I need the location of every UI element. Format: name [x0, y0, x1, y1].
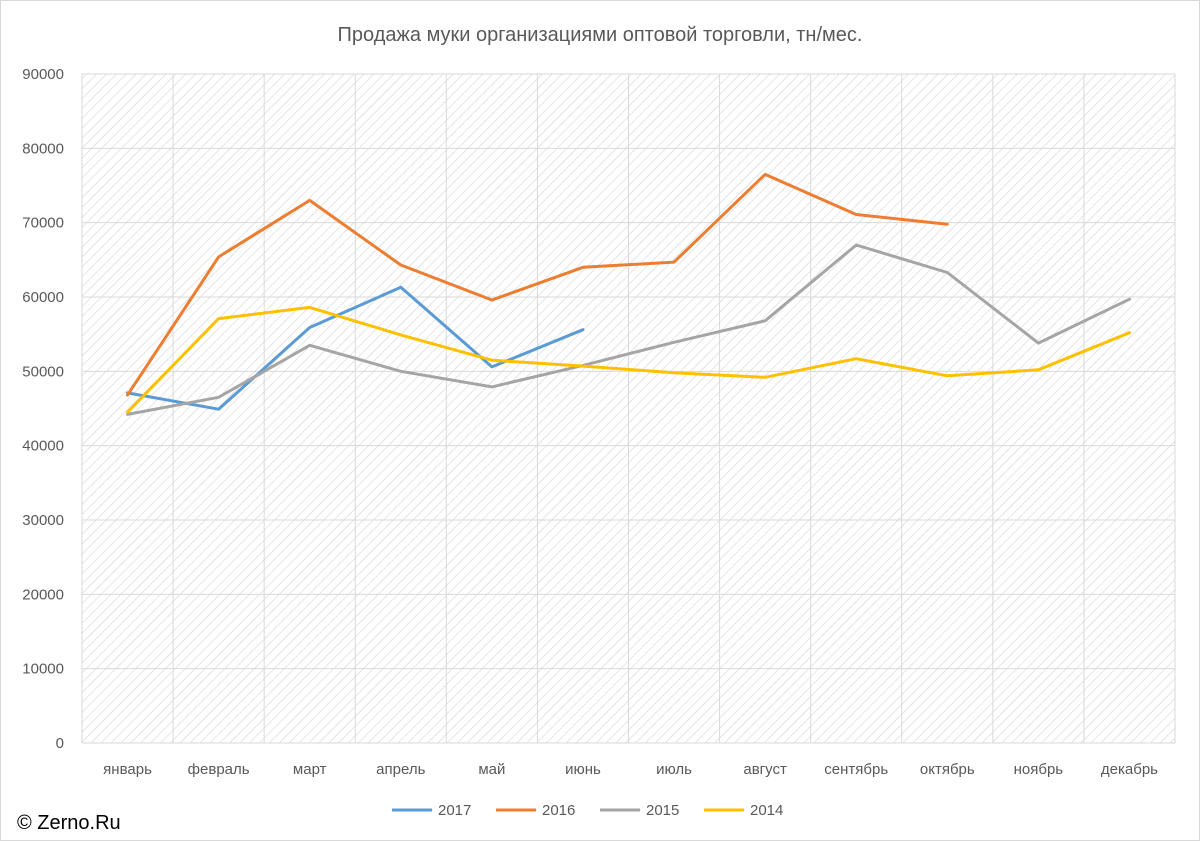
x-tick-label: ноябрь [1014, 761, 1064, 778]
y-tick-label: 10000 [22, 661, 64, 678]
y-tick-label: 30000 [22, 512, 64, 529]
y-tick-label: 60000 [22, 289, 64, 306]
gridlines [81, 73, 1176, 744]
x-tick-label: август [743, 761, 787, 778]
y-tick-label: 80000 [22, 140, 64, 157]
y-tick-label: 70000 [22, 215, 64, 232]
x-tick-label: май [478, 761, 505, 778]
legend-label-2017: 2017 [438, 802, 471, 819]
legend-label-2016: 2016 [542, 802, 575, 819]
legend: 2017 2016 2015 2014 [392, 802, 783, 819]
x-tick-label: апрель [376, 761, 425, 778]
x-axis: январь февраль март апрель май июнь июль август… [103, 761, 1158, 778]
y-tick-label: 20000 [22, 586, 64, 603]
legend-label-2014: 2014 [750, 802, 783, 819]
x-tick-label: март [293, 761, 327, 778]
series-line-2016 [126, 172, 949, 397]
x-tick-label: июнь [565, 761, 601, 778]
series-line-2014 [126, 305, 1131, 414]
y-axis: 0 10000 20000 30000 40000 50000 60000 70000 8000… [22, 66, 64, 752]
series-lines [126, 172, 1131, 416]
chart-title: Продажа муки организациями оптовой торго… [338, 24, 863, 46]
x-tick-label: февраль [188, 761, 250, 778]
x-tick-label: октябрь [920, 761, 975, 778]
y-tick-label: 50000 [22, 363, 64, 380]
legend-label-2015: 2015 [646, 802, 679, 819]
y-tick-label: 90000 [22, 66, 64, 83]
x-tick-label: декабрь [1101, 761, 1158, 778]
x-tick-label: сентябрь [824, 761, 888, 778]
series-line-2015 [126, 243, 1131, 416]
y-tick-label: 40000 [22, 438, 64, 455]
x-tick-label: июль [656, 761, 692, 778]
x-tick-label: январь [103, 761, 152, 778]
y-tick-label: 0 [56, 735, 64, 752]
watermark: © Zerno.Ru [17, 812, 121, 834]
